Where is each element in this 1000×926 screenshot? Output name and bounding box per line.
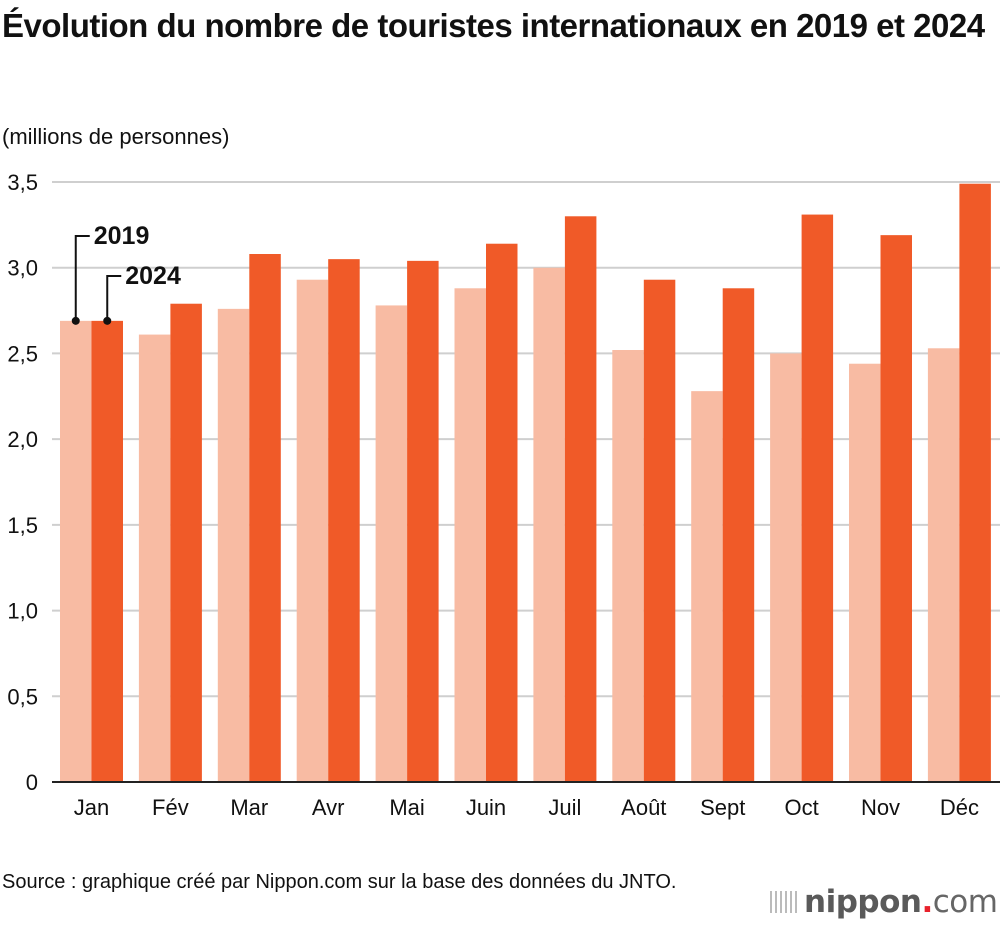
logo-bars-icon: [770, 891, 798, 913]
x-tick-label: Mai: [389, 795, 424, 820]
bar-2019-Oct: [770, 353, 802, 782]
bar-2019-Avr: [296, 279, 329, 782]
y-tick-label: 1,0: [7, 599, 38, 624]
y-tick-label: 0,5: [7, 684, 38, 709]
bar-2019-Mar: [217, 308, 250, 782]
legend-label-2024: 2024: [125, 262, 181, 290]
chart-title: Évolution du nombre de touristes interna…: [2, 7, 985, 44]
x-tick-label: Juin: [466, 795, 506, 820]
x-tick-label: Nov: [861, 795, 900, 820]
bar-2024-Sept: [722, 288, 755, 782]
bar-2024-Juin: [486, 243, 518, 782]
bar-2019-Mai: [375, 305, 408, 782]
x-tick-label: Avr: [312, 795, 345, 820]
bar-2019-Août: [612, 350, 644, 782]
bar-2024-Fév: [170, 303, 202, 782]
x-tick-label: Mar: [230, 795, 268, 820]
bar-2019-Juin: [454, 288, 486, 782]
bar-2019-Jan: [60, 320, 92, 782]
source-note: Source : graphique créé par Nippon.com s…: [2, 871, 677, 893]
bar-2024-Avr: [328, 259, 360, 783]
x-tick-label: Juil: [548, 795, 581, 820]
bar-2024-Mai: [407, 260, 439, 782]
nippon-logo: nippon.com: [770, 884, 998, 920]
bar-2024-Déc: [959, 183, 991, 782]
bar-chart: 0 0,5 1,0 1,5 2,0 2,5 3,0 3,5 Jan Fév Mar Avr Mai Jui…: [7, 170, 1000, 820]
bar-2024-Jan: [91, 320, 123, 782]
x-tick-label: Sept: [700, 795, 745, 820]
bar-2019-Déc: [927, 348, 960, 782]
y-tick-label: 3,5: [7, 170, 38, 195]
bar-2024-Oct: [801, 214, 834, 783]
x-tick-label: Jan: [74, 795, 109, 820]
y-tick-label: 0: [26, 770, 38, 795]
legend-leader-line: [74, 235, 90, 321]
bar-2019-Nov: [849, 363, 881, 782]
y-tick-label: 2,5: [7, 341, 38, 366]
y-tick-label: 1,5: [7, 513, 38, 538]
bar-2024-Mar: [249, 254, 281, 782]
y-axis-unit-label: (millions de personnes): [2, 124, 230, 149]
x-tick-label: Fév: [152, 795, 189, 820]
x-tick-label: Déc: [940, 795, 979, 820]
bar-2019-Fév: [138, 334, 171, 782]
legend-leader-line: [106, 275, 122, 321]
legend-label-2019: 2019: [94, 222, 150, 250]
bar-2024-Août: [643, 279, 676, 782]
x-tick-label: Oct: [784, 795, 818, 820]
bar-2024-Nov: [880, 235, 912, 783]
y-tick-label: 2,0: [7, 427, 38, 452]
x-tick-label: Août: [621, 795, 666, 820]
bar-2019-Juil: [533, 267, 565, 782]
bar-2024-Juil: [564, 216, 597, 783]
y-tick-label: 3,0: [7, 256, 38, 281]
legend-marker-dot: [103, 316, 112, 325]
legend-marker-dot: [71, 316, 80, 325]
bar-2019-Sept: [691, 391, 723, 782]
